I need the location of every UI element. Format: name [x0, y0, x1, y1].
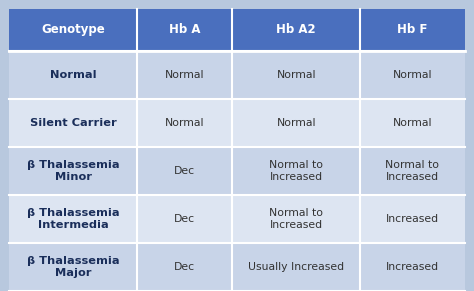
Bar — [9, 51, 137, 99]
Bar — [360, 51, 465, 99]
Text: Genotype: Genotype — [42, 23, 105, 36]
Text: Dec: Dec — [174, 166, 195, 176]
Bar — [9, 9, 137, 51]
Bar — [232, 51, 360, 99]
Text: Usually Increased: Usually Increased — [248, 262, 344, 272]
Text: β Thalassemia
Major: β Thalassemia Major — [27, 256, 120, 278]
Text: Increased: Increased — [386, 262, 439, 272]
Bar — [232, 9, 360, 51]
Text: Normal to
Increased: Normal to Increased — [385, 160, 439, 182]
Bar — [232, 195, 360, 243]
Bar — [137, 51, 232, 99]
Bar — [137, 195, 232, 243]
Text: Normal: Normal — [392, 70, 432, 80]
Bar — [360, 243, 465, 291]
Text: Normal: Normal — [392, 118, 432, 128]
Bar — [360, 147, 465, 195]
Bar — [360, 195, 465, 243]
Text: Normal to
Increased: Normal to Increased — [269, 160, 323, 182]
Text: Normal: Normal — [276, 118, 316, 128]
Text: Dec: Dec — [174, 214, 195, 224]
Bar — [137, 147, 232, 195]
Text: Normal: Normal — [165, 118, 205, 128]
Bar — [9, 195, 137, 243]
Bar — [232, 243, 360, 291]
Text: Hb A: Hb A — [169, 23, 201, 36]
Text: Silent Carrier: Silent Carrier — [30, 118, 117, 128]
Text: Dec: Dec — [174, 262, 195, 272]
Bar — [360, 9, 465, 51]
Bar — [232, 99, 360, 147]
Text: Increased: Increased — [386, 214, 439, 224]
Text: Normal: Normal — [165, 70, 205, 80]
Text: Normal: Normal — [50, 70, 97, 80]
Bar — [137, 99, 232, 147]
Text: Hb A2: Hb A2 — [276, 23, 316, 36]
Text: Hb F: Hb F — [397, 23, 428, 36]
Bar — [137, 243, 232, 291]
Bar — [9, 243, 137, 291]
Text: β Thalassemia
Minor: β Thalassemia Minor — [27, 160, 120, 182]
Bar — [137, 9, 232, 51]
Text: β Thalassemia
Intermedia: β Thalassemia Intermedia — [27, 208, 120, 230]
Bar — [9, 147, 137, 195]
Text: Normal: Normal — [276, 70, 316, 80]
Text: Normal to
Increased: Normal to Increased — [269, 208, 323, 230]
Bar — [9, 99, 137, 147]
Bar — [360, 99, 465, 147]
Bar — [232, 147, 360, 195]
